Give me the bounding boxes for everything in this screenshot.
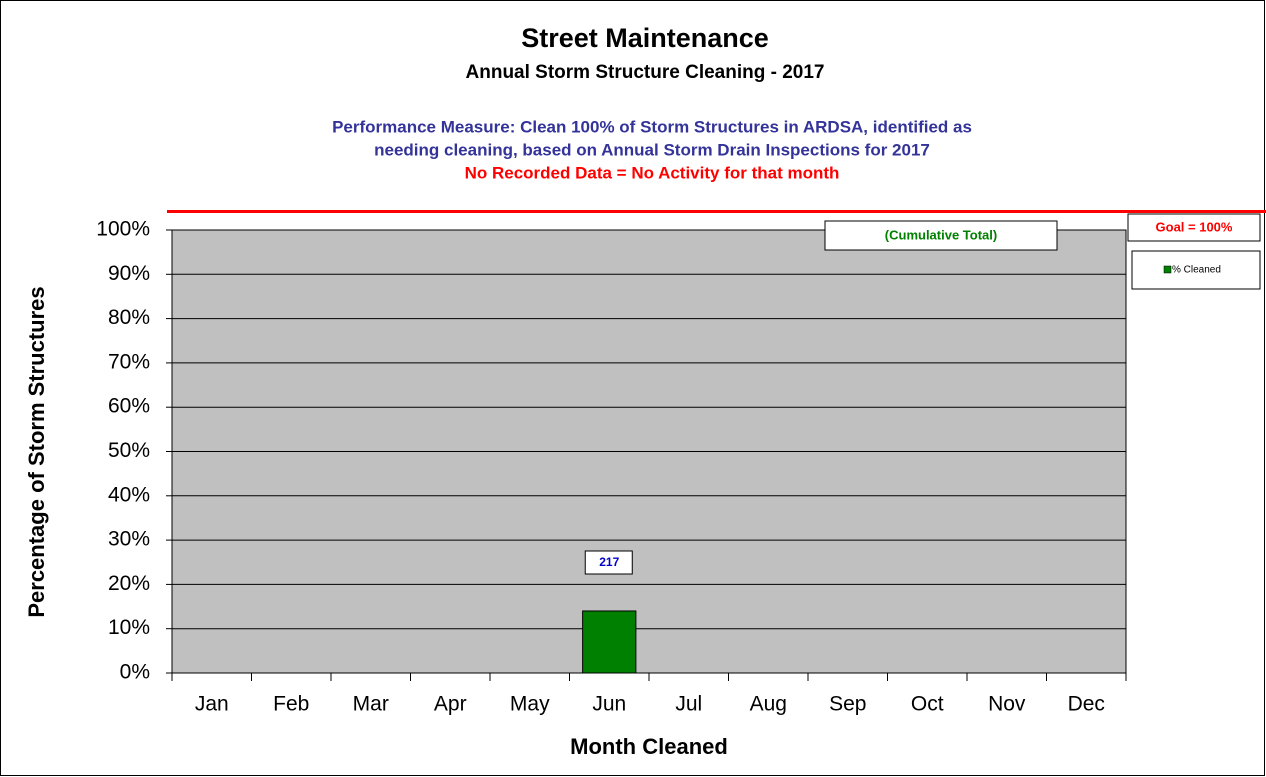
warning: No Recorded Data = No Activity for that … (465, 163, 840, 182)
y-tick-label: 60% (108, 395, 150, 418)
x-tick-label: Mar (353, 693, 389, 716)
y-tick-label: 90% (108, 262, 150, 285)
x-tick-label: Jan (195, 693, 229, 716)
x-tick-label: Aug (750, 693, 787, 716)
y-tick-label: 30% (108, 528, 150, 551)
y-tick-label: 10% (108, 616, 150, 639)
annotation-box (824, 220, 1058, 251)
y-axis-label: Percentage of Storm Structures (24, 286, 49, 617)
plot-area: 0% 10% 20% 30% 40% 50% 60% 70% 80% 90% 100% Jan Feb M… (96, 218, 1127, 716)
legend-label: % Cleaned (1172, 265, 1221, 276)
annotation: (Cumulative Total) (885, 227, 997, 242)
note: Performance Measure: Clean 100% of Storm… (332, 117, 972, 136)
x-tick-label: May (510, 693, 550, 716)
goal-box (1127, 213, 1261, 242)
chart-subtitle: Annual Storm Structure Cleaning - 2017 (466, 62, 825, 83)
y-tick-label: 40% (108, 483, 150, 506)
legend (1131, 250, 1261, 290)
count-label: 217 (599, 555, 619, 569)
note: needing cleaning, based on Annual Storm … (374, 140, 930, 159)
y-tick-label: 100% (96, 218, 150, 241)
legend-swatch (1163, 265, 1172, 274)
count-box (584, 550, 633, 575)
x-axis-label: Month Cleaned (570, 734, 728, 759)
x-tick-label: Sep (829, 693, 866, 716)
x-tick-label: Jun (592, 693, 626, 716)
y-tick-label: 80% (108, 306, 150, 329)
x-tick-label: Jul (675, 693, 702, 716)
y-tick-label: 20% (108, 572, 150, 595)
x-tick-label: Dec (1068, 693, 1105, 716)
x-tick-label: Oct (911, 693, 944, 716)
x-tick-label: Nov (988, 693, 1026, 716)
x-tick-label: Feb (273, 693, 309, 716)
x-tick-label: Apr (434, 693, 467, 716)
goal-label: Goal = 100% (1156, 219, 1233, 234)
y-tick-label: 50% (108, 439, 150, 462)
chart-title: Street Maintenance (521, 23, 769, 53)
y-tick-label: 70% (108, 350, 150, 373)
y-tick-label: 0% (120, 661, 150, 684)
bar (582, 610, 637, 674)
